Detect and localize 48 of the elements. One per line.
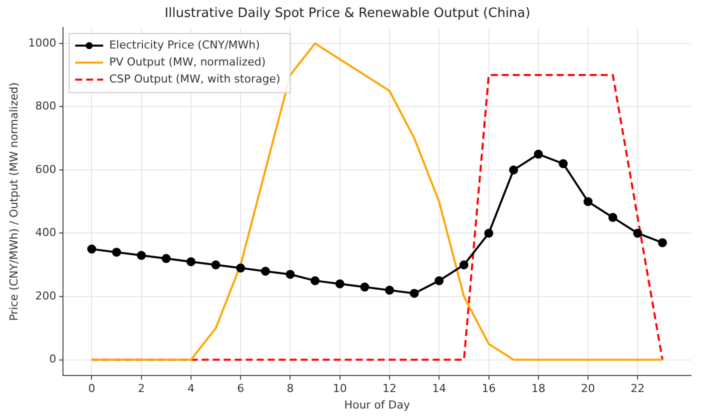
point [236,264,246,273]
point [385,286,394,295]
y-axis-title: Price (CNY/MWh) / Output (MW normalized) [7,82,20,321]
chart-title: Illustrative Daily Spot Price & Renewable Output (China) [164,6,530,22]
point [558,159,568,168]
point [310,276,320,286]
point [211,260,220,270]
x-tick-label: 6 [237,382,244,396]
point [410,288,419,298]
y-tick-label: 600 [35,162,56,176]
legend-label: Electricity Price (CNY/MWh) [109,38,260,52]
x-tick-label: 20 [581,382,596,396]
x-tick-label: 16 [482,382,496,396]
x-tick-label: 22 [630,382,645,396]
point [534,150,543,159]
x-tick-label: 18 [531,382,546,396]
y-tick-label: 1000 [28,36,56,50]
point [136,250,146,260]
y-tick-label: 800 [35,100,56,113]
x-tick-label: 14 [432,382,446,396]
x-tick-label: 2 [138,382,145,396]
point [286,270,295,279]
point [260,266,270,276]
x-tick-label: 12 [382,382,397,396]
x-tick-label: 10 [332,382,347,396]
point [584,197,593,206]
y-tick-label: 0 [49,352,56,366]
legend-label: PV Output (MW, normalized) [109,55,266,68]
point [509,165,518,174]
x-tick-label: 4 [187,382,194,396]
point [658,238,667,248]
legend-label: CSP Output (MW, with storage) [109,72,280,86]
point [186,257,196,266]
y-tick-label: 200 [35,289,56,302]
point [434,276,444,286]
x-tick-label: 0 [88,382,96,396]
x-axis-title: Hour of Day [344,398,410,412]
point [87,244,96,254]
point [633,228,642,238]
y-tick-label: 400 [35,226,56,240]
point [112,248,122,257]
x-tick-label: 8 [286,382,294,396]
point [335,279,344,288]
point [459,260,468,270]
point [484,228,494,238]
point [360,282,370,292]
point [608,212,618,222]
point [162,254,171,264]
